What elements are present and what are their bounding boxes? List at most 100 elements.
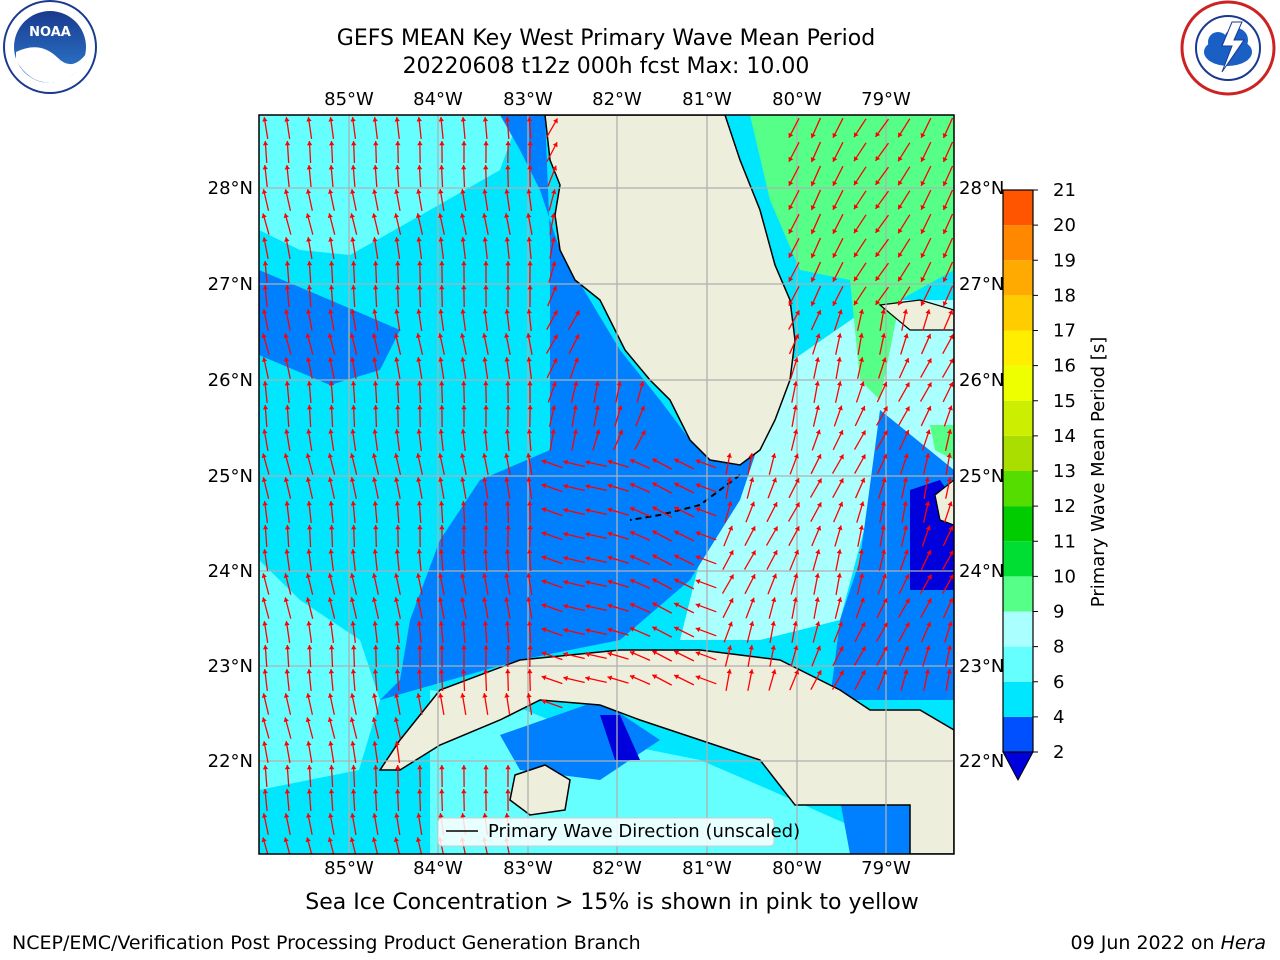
wave-arrow xyxy=(897,286,911,306)
wave-arrow xyxy=(437,333,445,355)
wave-arrow xyxy=(585,603,607,611)
wave-arrow xyxy=(897,142,911,162)
wave-arrow xyxy=(461,404,467,428)
wave-arrow xyxy=(394,164,401,188)
wave-arrow xyxy=(788,213,800,235)
wave-arrow xyxy=(607,555,629,564)
lon-label-top: 83°W xyxy=(503,89,553,110)
wave-arrow xyxy=(505,668,511,692)
wave-arrow xyxy=(856,573,865,595)
wave-arrow xyxy=(942,334,954,354)
wave-arrow xyxy=(328,668,335,692)
wave-arrow xyxy=(415,213,424,235)
wave-arrow xyxy=(460,428,466,452)
wave-arrow xyxy=(856,357,865,379)
wave-arrow xyxy=(585,579,607,587)
wave-arrow xyxy=(526,308,532,332)
wave-arrow xyxy=(349,573,358,595)
wave-arrow xyxy=(722,549,734,571)
wave-arrow xyxy=(394,500,401,524)
wave-arrow xyxy=(945,669,952,691)
wave-arrow xyxy=(879,309,886,331)
wave-arrow xyxy=(810,309,822,331)
wave-arrow xyxy=(791,621,798,643)
colorbar-segment xyxy=(1003,646,1033,682)
wave-arrow xyxy=(283,213,292,235)
wave-arrow xyxy=(372,189,379,211)
colorbar-tick-label: 13 xyxy=(1053,461,1076,482)
wave-arrow xyxy=(636,381,645,403)
wave-arrow xyxy=(394,116,400,140)
wave-arrow xyxy=(328,764,335,788)
wave-arrow xyxy=(747,645,754,667)
wave-arrow xyxy=(417,644,423,668)
lat-label-right: 22°N xyxy=(959,751,1004,772)
wave-arrow xyxy=(306,237,313,259)
wave-arrow xyxy=(629,602,651,614)
wave-arrow xyxy=(373,764,379,788)
wave-arrow xyxy=(394,357,401,379)
wave-arrow xyxy=(526,357,533,379)
wave-arrow xyxy=(651,602,673,614)
wave-arrow xyxy=(505,524,511,548)
wave-arrow xyxy=(545,118,559,138)
wave-arrow xyxy=(527,524,533,548)
wave-arrow xyxy=(900,525,909,547)
wave-arrow xyxy=(791,597,798,619)
wave-arrow xyxy=(372,380,379,404)
wave-arrow xyxy=(547,165,557,187)
wave-arrow xyxy=(546,357,558,379)
wave-arrow xyxy=(920,141,932,163)
wave-arrow xyxy=(853,166,867,186)
wave-arrow xyxy=(482,620,489,644)
wave-arrow xyxy=(722,597,734,619)
wave-arrow xyxy=(629,674,651,686)
wave-arrow xyxy=(810,213,822,235)
wave-arrow xyxy=(695,675,717,685)
wave-arrow xyxy=(394,548,401,572)
wave-arrow xyxy=(394,380,401,404)
nws-logo xyxy=(1180,0,1276,96)
wave-arrow xyxy=(548,189,557,211)
wave-arrow xyxy=(394,189,401,211)
wave-arrow xyxy=(920,333,932,355)
wave-arrow xyxy=(306,741,313,763)
colorbar-segment xyxy=(1003,506,1033,542)
wave-arrow xyxy=(394,477,401,499)
wave-arrow xyxy=(439,524,445,548)
wave-arrow xyxy=(438,428,444,452)
wave-arrow xyxy=(942,189,954,211)
wave-arrow xyxy=(394,429,401,451)
wave-arrow xyxy=(460,477,467,499)
wave-arrow xyxy=(284,741,291,763)
wave-arrow xyxy=(438,477,445,499)
wave-arrow xyxy=(483,140,489,164)
colorbar-segment xyxy=(1003,541,1033,577)
wave-arrow xyxy=(835,549,842,571)
wave-arrow xyxy=(592,429,601,451)
wave-arrow xyxy=(372,429,379,451)
wave-arrow xyxy=(504,116,511,140)
wave-arrow xyxy=(607,531,629,540)
wave-arrow xyxy=(349,477,357,499)
wave-arrow xyxy=(483,404,489,428)
wave-arrow xyxy=(415,837,423,854)
period-field-2-4-east xyxy=(830,410,954,700)
wave-arrow xyxy=(854,669,866,691)
wave-arrow xyxy=(461,284,467,308)
wave-arrow xyxy=(437,213,445,235)
wave-arrow xyxy=(788,189,800,211)
wave-arrow xyxy=(568,333,580,355)
wave-arrow xyxy=(393,333,402,355)
wave-arrow xyxy=(284,788,291,812)
wave-arrow xyxy=(395,524,401,548)
wave-arrow xyxy=(651,650,673,662)
lat-label-right: 26°N xyxy=(959,370,1004,391)
wave-arrow xyxy=(373,140,379,164)
wave-arrow xyxy=(695,603,717,613)
wave-arrow xyxy=(790,357,799,379)
wave-arrow xyxy=(788,141,800,163)
wave-arrow xyxy=(327,573,336,595)
wave-arrow xyxy=(854,405,866,427)
wave-arrow xyxy=(744,525,756,547)
